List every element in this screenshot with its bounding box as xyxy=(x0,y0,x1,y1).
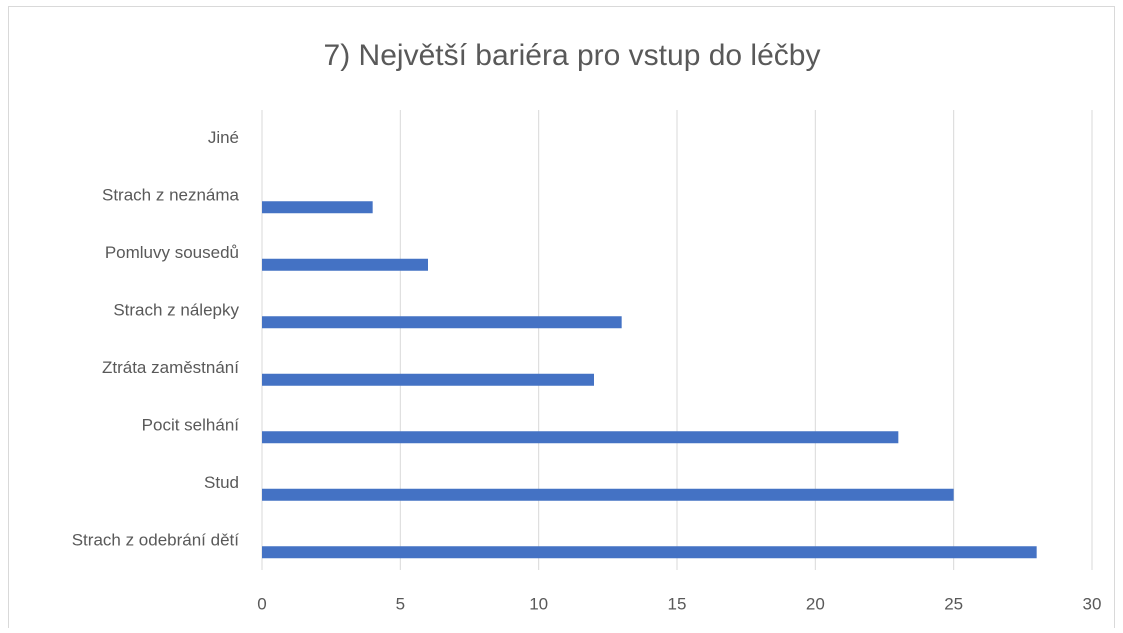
x-tick-label: 20 xyxy=(806,594,825,613)
x-tick-label: 15 xyxy=(668,594,687,613)
bar xyxy=(262,546,1037,559)
y-tick-label: Stud xyxy=(204,473,239,492)
y-tick-label: Pocit selhání xyxy=(142,416,240,435)
x-tick-label: 5 xyxy=(396,594,405,613)
x-tick-label: 0 xyxy=(257,594,266,613)
y-tick-label: Strach z nálepky xyxy=(113,301,239,320)
y-tick-label: Strach z neznáma xyxy=(102,186,240,205)
x-tick-label: 10 xyxy=(529,594,548,613)
y-tick-label: Jiné xyxy=(208,128,239,147)
bar xyxy=(262,201,373,214)
x-tick-label: 25 xyxy=(944,594,963,613)
y-tick-label: Ztráta zaměstnání xyxy=(102,358,239,377)
bar xyxy=(262,373,594,386)
y-tick-label: Strach z odebrání dětí xyxy=(72,531,240,550)
bar xyxy=(262,316,622,329)
bar xyxy=(262,258,428,271)
chart-title: 7) Největší bariéra pro vstup do léčby xyxy=(324,39,821,72)
bar xyxy=(262,488,954,501)
x-tick-label: 30 xyxy=(1083,594,1102,613)
bar xyxy=(262,431,899,444)
y-tick-label: Pomluvy sousedů xyxy=(105,243,239,262)
